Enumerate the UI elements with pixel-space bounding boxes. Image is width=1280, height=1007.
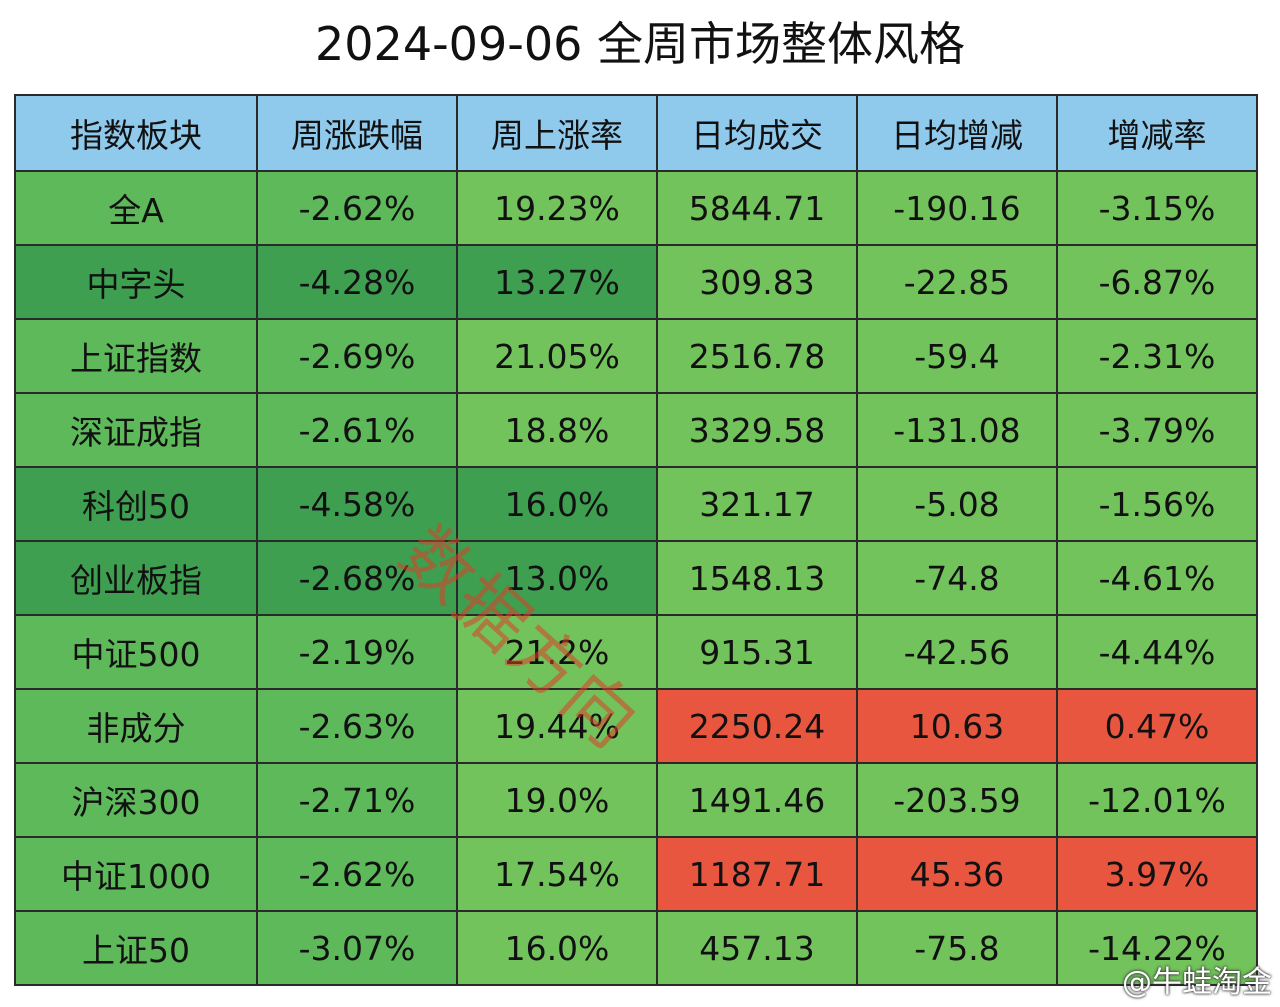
- cell: -4.28%: [256, 244, 458, 320]
- header-cell: 日均增减: [856, 94, 1058, 172]
- header-cell: 日均成交: [656, 94, 858, 172]
- cell: 18.8%: [456, 392, 658, 468]
- header-cell: 周涨跌幅: [256, 94, 458, 172]
- cell: -2.68%: [256, 540, 458, 616]
- cell: 1548.13: [656, 540, 858, 616]
- cell: 中字头: [14, 244, 258, 320]
- cell: 1491.46: [656, 762, 858, 838]
- cell: 21.05%: [456, 318, 658, 394]
- header-cell: 指数板块: [14, 94, 258, 172]
- title: 2024-09-06 全周市场整体风格: [315, 17, 965, 71]
- row: 深证成指 -2.61% 18.8% 3329.58 -131.08 -3.79%: [14, 392, 1258, 468]
- cell: -2.71%: [256, 762, 458, 838]
- cell: 科创50: [14, 466, 258, 542]
- cell: -75.8: [856, 910, 1058, 986]
- cell: -2.62%: [256, 836, 458, 912]
- cell: 13.0%: [456, 540, 658, 616]
- cell: 16.0%: [456, 910, 658, 986]
- cell: 10.63: [856, 688, 1058, 764]
- cell: 17.54%: [456, 836, 658, 912]
- row: 非成分 -2.63% 19.44% 2250.24 10.63 0.47%: [14, 688, 1258, 764]
- cell: -190.16: [856, 170, 1058, 246]
- cell: 16.0%: [456, 466, 658, 542]
- cell: 21.2%: [456, 614, 658, 690]
- cell: 321.17: [656, 466, 858, 542]
- cell: -2.62%: [256, 170, 458, 246]
- cell: 5844.71: [656, 170, 858, 246]
- cell: -2.31%: [1056, 318, 1258, 394]
- cell: -5.08: [856, 466, 1058, 542]
- cell: 深证成指: [14, 392, 258, 468]
- cell: -2.63%: [256, 688, 458, 764]
- cell: 创业板指: [14, 540, 258, 616]
- cell: 2516.78: [656, 318, 858, 394]
- cell: 19.44%: [456, 688, 658, 764]
- row: 沪深300 -2.71% 19.0% 1491.46 -203.59 -12.01%: [14, 762, 1258, 838]
- row: 中证500 -2.19% 21.2% 915.31 -42.56 -4.44%: [14, 614, 1258, 690]
- cell: -4.61%: [1056, 540, 1258, 616]
- row: 中证1000 -2.62% 17.54% 1187.71 45.36 3.97%: [14, 836, 1258, 912]
- cell: 19.23%: [456, 170, 658, 246]
- cell: -59.4: [856, 318, 1058, 394]
- cell: 2250.24: [656, 688, 858, 764]
- cell: 上证指数: [14, 318, 258, 394]
- row: 上证指数 -2.69% 21.05% 2516.78 -59.4 -2.31%: [14, 318, 1258, 394]
- cell: 3329.58: [656, 392, 858, 468]
- cell: -4.44%: [1056, 614, 1258, 690]
- cell: 457.13: [656, 910, 858, 986]
- cell: -203.59: [856, 762, 1058, 838]
- cell: -3.15%: [1056, 170, 1258, 246]
- cell: 中证1000: [14, 836, 258, 912]
- cell: -3.07%: [256, 910, 458, 986]
- cell: -1.56%: [1056, 466, 1258, 542]
- table: 指数板块 周涨跌幅 周上涨率 日均成交 日均增减 增减率 全A -2.62% 19.23% 584…: [14, 94, 1258, 986]
- cell: 沪深300: [14, 762, 258, 838]
- cell: 1187.71: [656, 836, 858, 912]
- cell: 非成分: [14, 688, 258, 764]
- cell: -3.79%: [1056, 392, 1258, 468]
- cell: -131.08: [856, 392, 1058, 468]
- cell: 45.36: [856, 836, 1058, 912]
- cell: -2.69%: [256, 318, 458, 394]
- cell: -6.87%: [1056, 244, 1258, 320]
- cell: 中证500: [14, 614, 258, 690]
- cell: 0.47%: [1056, 688, 1258, 764]
- header-row: 指数板块 周涨跌幅 周上涨率 日均成交 日均增减 增减率: [14, 94, 1258, 172]
- cell: 上证50: [14, 910, 258, 986]
- cell: -14.22%: [1056, 910, 1258, 986]
- cell: -74.8: [856, 540, 1058, 616]
- cell: 309.83: [656, 244, 858, 320]
- row: 创业板指 -2.68% 13.0% 1548.13 -74.8 -4.61%: [14, 540, 1258, 616]
- cell: 13.27%: [456, 244, 658, 320]
- cell: -42.56: [856, 614, 1058, 690]
- row: 上证50 -3.07% 16.0% 457.13 -75.8 -14.22%: [14, 910, 1258, 986]
- cell: 19.0%: [456, 762, 658, 838]
- row: 中字头 -4.28% 13.27% 309.83 -22.85 -6.87%: [14, 244, 1258, 320]
- row: 全A -2.62% 19.23% 5844.71 -190.16 -3.15%: [14, 170, 1258, 246]
- row: 科创50 -4.58% 16.0% 321.17 -5.08 -1.56%: [14, 466, 1258, 542]
- cell: -2.19%: [256, 614, 458, 690]
- signature: @牛蛙淘金: [1122, 965, 1272, 1000]
- cell: 全A: [14, 170, 258, 246]
- header-cell: 周上涨率: [456, 94, 658, 172]
- cell: -12.01%: [1056, 762, 1258, 838]
- cell: -22.85: [856, 244, 1058, 320]
- cell: 3.97%: [1056, 836, 1258, 912]
- header-cell: 增减率: [1056, 94, 1258, 172]
- cell: -2.61%: [256, 392, 458, 468]
- cell: 915.31: [656, 614, 858, 690]
- cell: -4.58%: [256, 466, 458, 542]
